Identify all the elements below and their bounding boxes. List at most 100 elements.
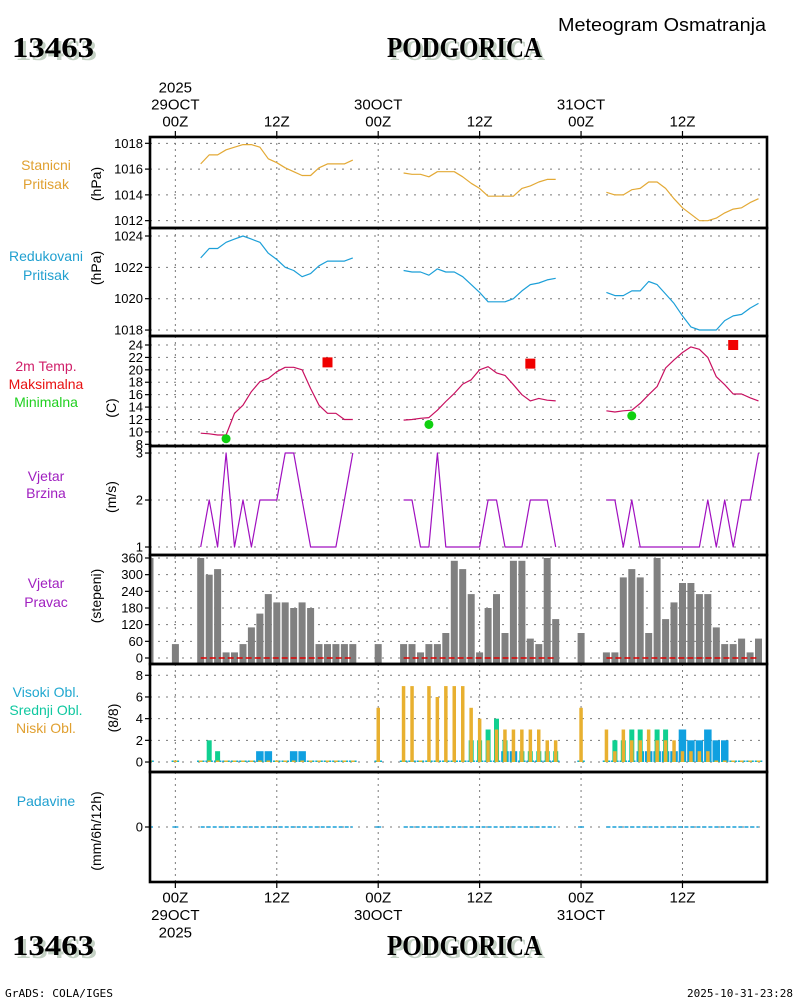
bottom-time-label: 12Z bbox=[467, 890, 493, 907]
cloud-low-bar bbox=[308, 760, 313, 762]
y-tick-label: 0 bbox=[136, 820, 143, 835]
y-axis-unit-label: (C) bbox=[103, 398, 119, 417]
wind-direction-bar bbox=[332, 644, 340, 664]
y-tick-label: 4 bbox=[136, 711, 143, 726]
temperature-min-marker bbox=[627, 411, 637, 421]
reduced-pressure-line bbox=[606, 280, 759, 331]
series-layer bbox=[200, 340, 759, 444]
panel-legend-label: Pritisak bbox=[23, 267, 70, 283]
cloud-low-bar bbox=[528, 729, 533, 762]
footer-credit: GrADS: COLA/IGES bbox=[5, 987, 113, 1000]
y-tick-label: 1020 bbox=[114, 291, 143, 306]
panel-legend-label: Visoki Obl. bbox=[13, 684, 80, 700]
panel-legend-label: Niski Obl. bbox=[16, 720, 76, 736]
y-tick-label: 10 bbox=[129, 424, 143, 439]
wind-direction-bar bbox=[425, 644, 433, 664]
temperature-max-marker bbox=[728, 340, 739, 351]
temperature-max-series bbox=[322, 340, 739, 369]
panel-legend-label: Vjetar bbox=[28, 468, 65, 484]
panel-cloud-cover: 8 6 4 2 0 Visoki Obl. Srednji Obl. Niski Obl. (8… bbox=[9, 664, 767, 772]
wind-direction-bar bbox=[450, 560, 458, 664]
wind-direction-bar bbox=[577, 633, 585, 664]
wind-direction-bar bbox=[150, 558, 154, 664]
reduced-pressure-line bbox=[403, 268, 556, 303]
panel-legend-label: 2m Temp. bbox=[15, 358, 76, 374]
wind-direction-bar bbox=[374, 644, 382, 664]
wind-direction-bar bbox=[222, 652, 230, 664]
y-tick-label: 0 bbox=[136, 755, 143, 770]
footer-timestamp: 2025-10-31-23:28 bbox=[687, 987, 793, 1000]
station-id: 13463 bbox=[12, 33, 94, 64]
panel-grid bbox=[150, 336, 767, 446]
wind-direction-bar bbox=[611, 652, 619, 664]
wind-direction-bar bbox=[535, 644, 543, 664]
wind-direction-bar bbox=[721, 644, 729, 664]
y-tick-label: 16 bbox=[129, 387, 143, 402]
y-tick-label: 20 bbox=[129, 362, 143, 377]
wind-direction-bar bbox=[459, 569, 467, 664]
wind-direction-bar bbox=[543, 558, 551, 664]
cloud-low-bar bbox=[215, 760, 220, 762]
cloud-high-bar bbox=[695, 740, 704, 762]
cloud-low-bar bbox=[663, 740, 668, 762]
y-axis-unit-label: (hPa) bbox=[88, 167, 104, 201]
cloud-low-bar bbox=[232, 760, 237, 762]
wind-direction-bar bbox=[662, 619, 670, 664]
cloud-low-bar bbox=[376, 707, 380, 762]
cloud-low-bar bbox=[452, 686, 456, 762]
top-time-label: 31OCT bbox=[557, 97, 605, 114]
wind-direction-bar bbox=[467, 594, 475, 664]
y-tick-label: 240 bbox=[121, 584, 143, 599]
wind-direction-bar bbox=[281, 602, 289, 664]
footer-station-id-shadow: 13463 bbox=[15, 934, 97, 965]
bottom-time-label: 00Z bbox=[365, 890, 391, 907]
cloud-low-bar bbox=[334, 760, 338, 762]
top-time-label: 00Z bbox=[162, 114, 188, 131]
y-tick-label: 6 bbox=[136, 689, 143, 704]
cloud-low-bar bbox=[553, 740, 558, 762]
y-tick-label: 1012 bbox=[114, 213, 143, 228]
y-tick-label: 14 bbox=[129, 400, 143, 415]
wind-direction-bar bbox=[349, 644, 357, 664]
top-time-label: 12Z bbox=[467, 114, 493, 131]
wind-direction-bar bbox=[171, 644, 179, 664]
wind-direction-bar bbox=[738, 638, 746, 664]
cloud-medium-bar bbox=[206, 740, 212, 762]
y-axis-unit-label: (m/s) bbox=[103, 481, 119, 513]
bottom-time-label: 00Z bbox=[568, 890, 594, 907]
cloud-low-bar bbox=[731, 760, 735, 762]
bottom-time-label: 2025 bbox=[159, 925, 192, 942]
wind-direction-bar bbox=[256, 613, 264, 664]
wind-direction-series bbox=[150, 558, 762, 664]
wind-direction-bar bbox=[755, 638, 762, 664]
reduced-pressure-series bbox=[200, 235, 759, 331]
cloud-low-bar bbox=[241, 760, 245, 762]
panel-frame bbox=[148, 770, 769, 884]
top-time-label: 00Z bbox=[365, 114, 391, 131]
bottom-time-label: 12Z bbox=[264, 890, 290, 907]
cloud-low-bar bbox=[351, 760, 355, 762]
cloud-high-bar bbox=[712, 740, 720, 762]
wind-direction-bar bbox=[239, 644, 247, 664]
wind-direction-bar bbox=[670, 602, 678, 664]
cloud-low-bar bbox=[469, 707, 473, 762]
wind-direction-bar bbox=[645, 633, 653, 664]
bottom-time-label: 00Z bbox=[162, 890, 188, 907]
cloud-low-bar bbox=[638, 740, 642, 762]
wind-direction-bar bbox=[493, 594, 500, 664]
top-time-label: 2025 bbox=[159, 80, 192, 97]
cloud-low-bar bbox=[545, 740, 549, 762]
series-layer bbox=[200, 144, 759, 222]
y-axis-unit-label: (hPa) bbox=[88, 251, 104, 285]
wind-speed-line bbox=[606, 452, 760, 548]
header: 13463 13463 PODGORICA PODGORICA Meteogra… bbox=[12, 15, 767, 67]
temperature-2m-line bbox=[606, 346, 759, 413]
top-time-label: 30OCT bbox=[354, 97, 402, 114]
wind-direction-bar bbox=[518, 560, 526, 664]
footer-station-id: 13463 bbox=[12, 931, 94, 962]
cloud-low-bar bbox=[494, 729, 499, 762]
